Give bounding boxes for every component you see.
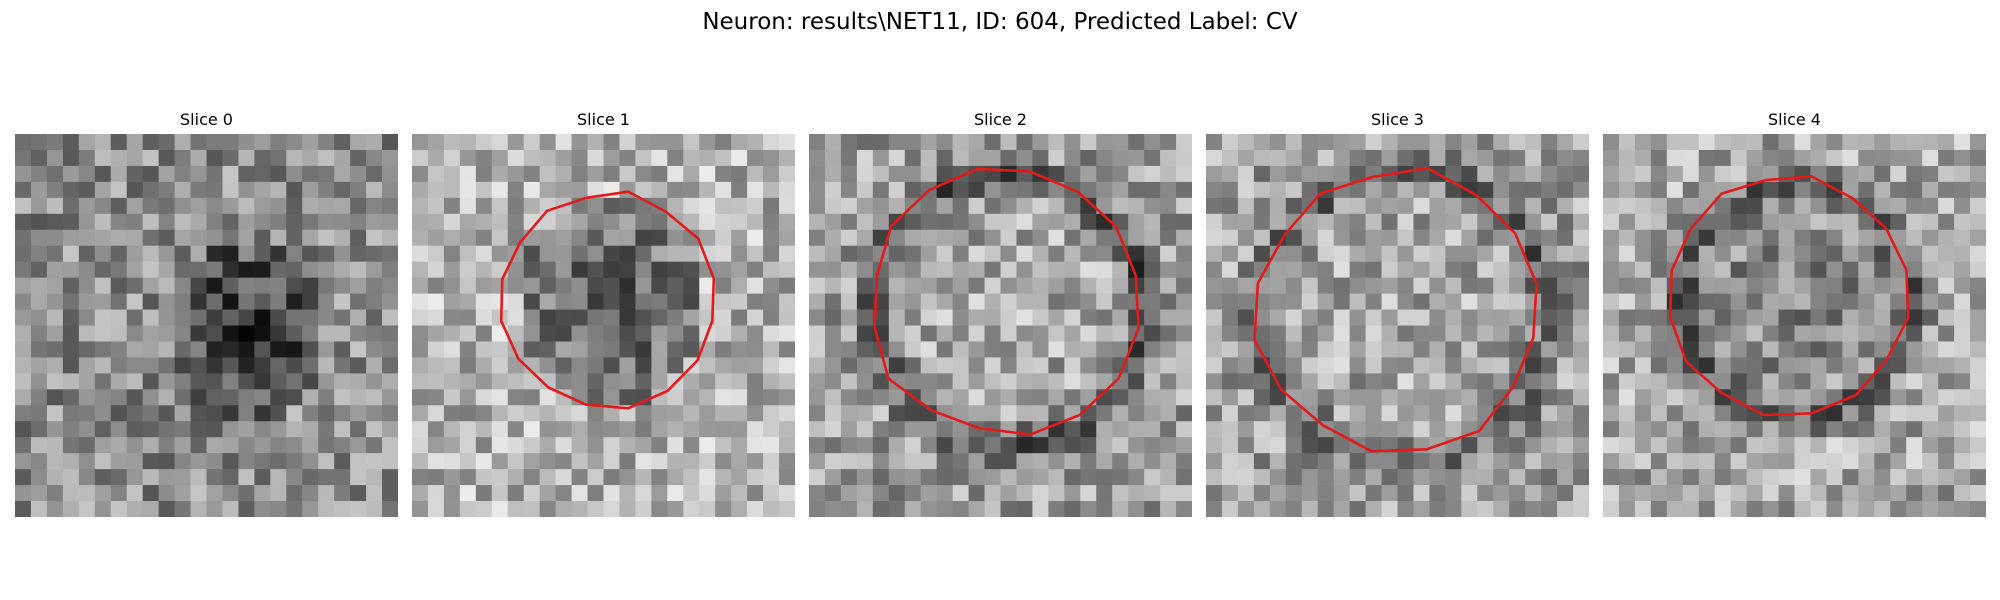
contour-outline [873,167,1140,436]
slice-panel-1: Slice 1 [412,110,795,520]
pixel-grid [809,134,1192,517]
pixel-grid [1603,134,1986,517]
slice-panel-4: Slice 4 [1603,110,1986,520]
pixel-grid [412,134,795,517]
slice-title-0: Slice 0 [180,110,233,129]
slice-title-3: Slice 3 [1371,110,1424,129]
slice-title-4: Slice 4 [1768,110,1821,129]
pixel-grid [15,134,398,517]
figure-title: Neuron: results\NET11, ID: 604, Predicte… [702,9,1298,35]
slice-image-3 [1206,134,1589,517]
pixel-grid [1206,134,1589,517]
slice-panels: Slice 0 Slice 1 Slice 2 Slice 3 Slice 4 [15,110,1986,520]
slice-image-1 [412,134,795,517]
contour-outline [1253,166,1538,453]
slice-image-2 [809,134,1192,517]
slice-title-2: Slice 2 [974,110,1027,129]
slice-image-0 [15,134,398,517]
slice-panel-2: Slice 2 [809,110,1192,520]
slice-panel-0: Slice 0 [15,110,398,520]
contour-outline [1668,175,1910,417]
contour-outline [499,190,716,410]
slice-title-1: Slice 1 [577,110,630,129]
slice-image-4 [1603,134,1986,517]
slice-panel-3: Slice 3 [1206,110,1589,520]
